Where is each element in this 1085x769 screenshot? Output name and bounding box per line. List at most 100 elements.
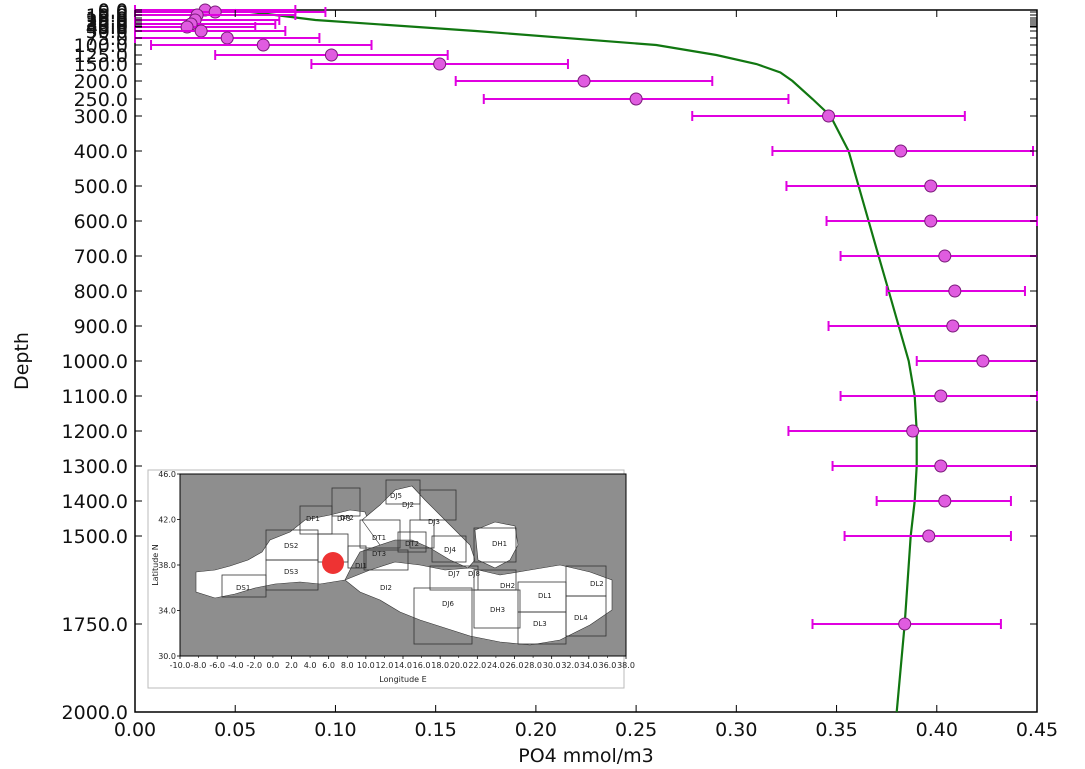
region-label: DS2	[284, 542, 298, 550]
region-label: DH2	[500, 582, 515, 590]
region-label: DT2	[405, 540, 419, 548]
region-box-8	[397, 531, 427, 553]
y-tick-label: 900.0	[74, 316, 128, 338]
sea-region-2	[344, 561, 613, 646]
map-x-title: Longitude E	[379, 675, 426, 684]
region-label: DT3	[372, 550, 386, 558]
region-box-4	[331, 487, 361, 517]
data-point	[934, 389, 948, 403]
region-label: DI1	[355, 562, 367, 570]
y-tick-label: 600.0	[74, 211, 128, 233]
region-label: DL3	[533, 620, 547, 628]
x-tick-label: 0.20	[515, 719, 557, 741]
y-tick-label: 125.0	[74, 45, 128, 67]
data-point	[976, 354, 990, 368]
y-axis: 0.05.015.025.035.040.010.020.030.050.075…	[62, 0, 1037, 724]
map-lon-label: -2.0	[247, 661, 263, 670]
y-tick-label: 300.0	[74, 106, 128, 128]
y-tick-label: 25.0	[86, 12, 128, 34]
y-tick-label: 5.0	[98, 2, 128, 24]
map-lon-label: 18.0	[431, 661, 449, 670]
data-point	[898, 617, 912, 631]
y-tick-label: 15.0	[86, 8, 128, 30]
data-point	[934, 459, 948, 473]
map-lon-label: -6.0	[209, 661, 225, 670]
map-lon-minor-label: 28.0	[524, 661, 542, 670]
measurement-50	[134, 24, 287, 38]
y-tick-label: 1400.0	[62, 491, 128, 513]
y-tick-label: 1100.0	[62, 386, 128, 408]
map-lon-label: 30.0	[543, 661, 561, 670]
map-lat-label: 34.0	[158, 607, 176, 616]
region-label: DJ4	[444, 546, 456, 554]
data-point	[938, 494, 952, 508]
data-point	[924, 179, 938, 193]
y-tick-label: 500.0	[74, 176, 128, 198]
map-lon-label: 22.0	[468, 661, 486, 670]
region-label: DL2	[590, 580, 604, 588]
map-lat-label: 46.0	[158, 470, 176, 479]
region-label: DJ2	[402, 501, 414, 509]
map-lon-minor-label: 0.0	[267, 661, 280, 670]
map-y-title: Latitude N	[151, 544, 160, 585]
y-tick-label: 400.0	[74, 141, 128, 163]
measurement-900	[827, 319, 1037, 333]
y-tick-label: 800.0	[74, 281, 128, 303]
region-box-16	[413, 587, 473, 645]
measurement-150	[310, 57, 569, 71]
profile-line-layer	[235, 8, 918, 713]
y-tick-label: 35.0	[86, 16, 128, 38]
measurement-250	[482, 92, 790, 106]
data-point	[938, 249, 952, 263]
map-lon-label: 10.0	[357, 661, 375, 670]
measurement-1000	[915, 354, 1037, 368]
y-tick-label: 20.0	[86, 10, 128, 32]
region-label: DJ5	[390, 492, 402, 500]
y-tick-label: 1750.0	[62, 614, 128, 636]
sea-region-1	[361, 485, 476, 569]
region-box-6	[347, 545, 367, 569]
y-tick-label: 200.0	[74, 71, 128, 93]
y-tick-label: 30.0	[86, 14, 128, 36]
x-tick-label: 0.15	[415, 719, 457, 741]
measurement-300	[691, 109, 966, 123]
region-label: DF2	[340, 514, 354, 522]
x-axis-title: PO4 mmol/m3	[518, 745, 653, 767]
measurement-1500	[843, 529, 1012, 543]
region-label: DH3	[490, 606, 505, 614]
y-tick-label: 100.0	[74, 35, 128, 57]
map-lon-minor-label: 4.0	[304, 661, 317, 670]
map-lon-label: 34.0	[580, 661, 598, 670]
region-box-9	[363, 549, 409, 571]
y-tick-label: 50.0	[86, 21, 128, 43]
y-tick-label: 40.0	[86, 17, 128, 39]
map-lat-label: 30.0	[158, 652, 176, 661]
region-box-22	[565, 595, 607, 637]
measurement-200	[454, 74, 714, 88]
data-point	[220, 31, 234, 45]
measurement-1300	[831, 459, 1037, 473]
data-point	[894, 144, 908, 158]
data-point	[924, 214, 938, 228]
measurement-100	[150, 38, 373, 52]
region-label: DJ6	[442, 600, 454, 608]
x-axis: 0.00 0.05 0.10 0.15 0.20 0.25 0.30 0.35 0.40 0.45	[114, 10, 1058, 741]
data-point	[433, 57, 447, 71]
data-point	[324, 48, 338, 62]
region-label: DL4	[574, 614, 588, 622]
measurement-75	[134, 31, 321, 45]
y-tick-label: 1300.0	[62, 456, 128, 478]
region-label: DF3	[337, 515, 351, 523]
region-box-2	[265, 559, 319, 591]
sea-region-3	[474, 521, 519, 569]
map-lon-minor-label: -4.0	[228, 661, 244, 670]
region-box-12	[419, 489, 457, 521]
measurement-700	[839, 249, 1037, 263]
measurement-1200	[787, 424, 1037, 438]
x-tick-label: 0.35	[815, 719, 857, 741]
measurement-points-layer	[134, 3, 1038, 631]
region-box-3	[299, 505, 333, 535]
region-label: DL1	[538, 592, 552, 600]
data-point	[194, 24, 208, 38]
data-point	[822, 109, 836, 123]
